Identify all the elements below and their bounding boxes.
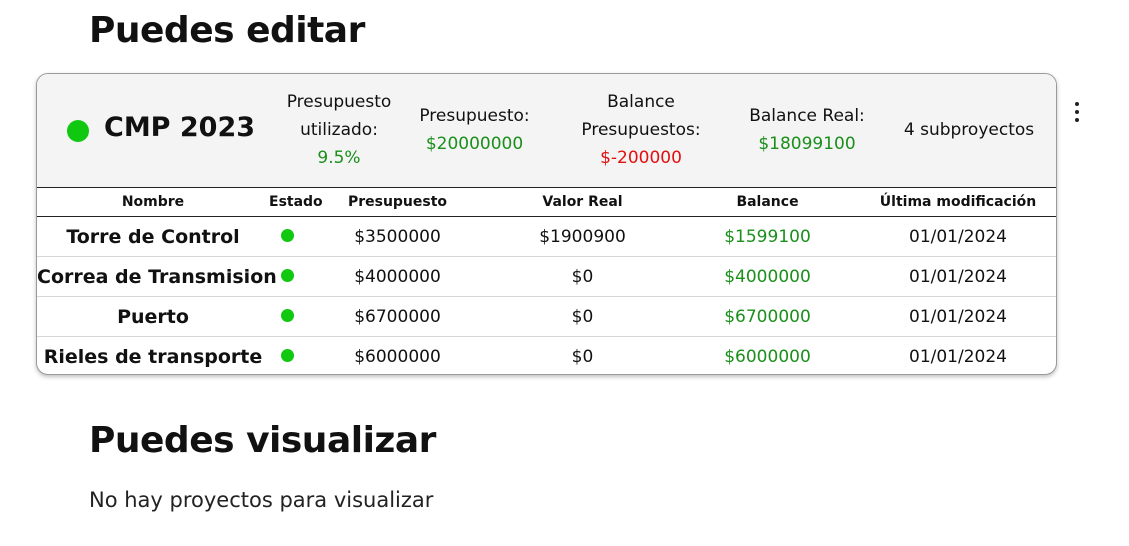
- status-dot-icon: [280, 228, 294, 242]
- row-budget: $6700000: [305, 296, 490, 337]
- row-last-modified: 01/01/2024: [860, 216, 1056, 257]
- row-status: [269, 216, 305, 257]
- row-name[interactable]: Rieles de transporte: [43, 345, 263, 368]
- subprojects-table: Nombre Estado Presupuesto Valor Real Bal…: [37, 188, 1056, 375]
- row-status: [269, 256, 305, 297]
- row-name[interactable]: Correa de Transmision: [37, 256, 277, 297]
- project-status-icon: [67, 120, 89, 142]
- balance-budget-value: $-200000: [600, 148, 682, 168]
- menu-dot: [1075, 102, 1079, 106]
- row-budget: $6000000: [354, 346, 441, 367]
- view-empty-message: No hay proyectos para visualizar: [89, 488, 434, 512]
- table-row[interactable]: Correa de Transmision $4000000 $0 $40000…: [37, 256, 1056, 297]
- row-balance: $6000000: [724, 346, 811, 367]
- col-header-balance: Balance: [675, 188, 860, 217]
- project-name[interactable]: CMP 2023: [104, 112, 256, 143]
- project-card-header[interactable]: CMP 2023 Presupuesto utilizado: 9.5% Pre…: [37, 74, 1056, 188]
- row-balance: $1599100: [675, 216, 860, 257]
- row-balance: $6700000: [675, 296, 860, 337]
- budget-stat: Presupuesto: $20000000: [407, 102, 542, 158]
- row-real-value: $0: [490, 296, 675, 337]
- table-header-row: Nombre Estado Presupuesto Valor Real Bal…: [37, 188, 1056, 217]
- row-balance: $4000000: [675, 256, 860, 297]
- budget-used-label-1: Presupuesto: [286, 92, 392, 112]
- row-budget: $3500000: [305, 216, 490, 257]
- row-real-value: $1900900: [490, 216, 675, 257]
- row-last-modified: 01/01/2024: [860, 296, 1056, 337]
- status-dot-icon: [280, 268, 294, 282]
- balance-budget-stat: Balance Presupuestos: $-200000: [567, 88, 715, 172]
- menu-dot: [1075, 118, 1079, 122]
- row-name[interactable]: Puerto: [37, 296, 269, 337]
- project-card[interactable]: CMP 2023 Presupuesto utilizado: 9.5% Pre…: [36, 73, 1057, 375]
- row-status: [269, 296, 305, 337]
- col-header-status: Estado: [269, 188, 323, 217]
- table-row[interactable]: Rieles de transporte $6000000 $0 $600000…: [37, 337, 1056, 375]
- col-header-last-modified: Última modificación: [860, 188, 1056, 217]
- row-budget: $4000000: [305, 256, 490, 297]
- table-row[interactable]: Torre de Control $3500000 $1900900 $1599…: [37, 216, 1056, 257]
- budget-value: $20000000: [425, 134, 524, 154]
- more-vertical-icon[interactable]: [1066, 98, 1088, 126]
- row-last-modified: 01/01/2024: [909, 346, 1007, 367]
- balance-real-value: $18099100: [758, 134, 856, 154]
- row-last-modified: 01/01/2024: [860, 256, 1056, 297]
- row-status: [269, 337, 305, 375]
- row-real-value: $0: [571, 346, 594, 367]
- edit-section-title: Puedes editar: [89, 10, 365, 51]
- balance-real-label: Balance Real:: [749, 106, 865, 126]
- budget-used-stat: Presupuesto utilizado: 9.5%: [275, 88, 403, 172]
- row-real-value: $0: [490, 256, 675, 297]
- col-header-budget: Presupuesto: [305, 188, 490, 217]
- status-dot-icon: [280, 308, 294, 322]
- menu-dot: [1075, 110, 1079, 114]
- row-name[interactable]: Torre de Control: [37, 216, 269, 257]
- balance-budget-label-1: Balance: [607, 92, 675, 112]
- status-dot-icon: [280, 348, 294, 362]
- budget-label: Presupuesto:: [419, 106, 530, 126]
- col-header-real-value: Valor Real: [490, 188, 675, 217]
- view-section-title: Puedes visualizar: [89, 420, 436, 461]
- subprojects-count: 4 subproyectos: [903, 120, 1035, 140]
- budget-used-value: 9.5%: [317, 148, 361, 168]
- col-header-name: Nombre: [37, 188, 269, 217]
- budget-used-label-2: utilizado:: [300, 120, 378, 140]
- table-row[interactable]: Puerto $6700000 $0 $6700000 01/01/2024: [37, 296, 1056, 337]
- balance-real-stat: Balance Real: $18099100: [737, 102, 877, 158]
- balance-budget-label-2: Presupuestos:: [581, 120, 701, 140]
